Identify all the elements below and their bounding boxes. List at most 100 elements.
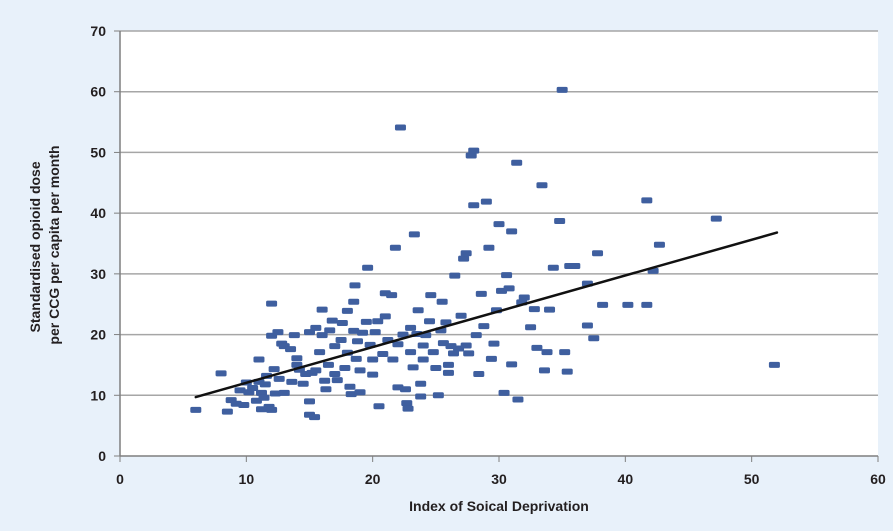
data-point-148 [531, 344, 543, 351]
data-point-97 [412, 307, 424, 314]
data-point-121 [460, 342, 472, 349]
data-point-25 [273, 375, 285, 382]
data-point-104 [425, 292, 437, 299]
data-point-139 [503, 285, 515, 292]
data-point-79 [379, 313, 391, 320]
data-point-2 [221, 408, 233, 415]
data-point-38 [304, 398, 315, 405]
data-point-115 [448, 350, 460, 357]
data-point-142 [511, 159, 523, 166]
data-point-57 [339, 364, 351, 371]
trendline-group [194, 231, 779, 399]
data-point-167 [641, 301, 653, 308]
data-point-47 [319, 377, 331, 384]
data-point-109 [436, 298, 448, 305]
data-point-86 [392, 341, 404, 348]
data-point-131 [483, 244, 495, 251]
data-point-143 [512, 396, 524, 403]
data-point-73 [367, 371, 379, 378]
data-point-103 [424, 318, 436, 325]
data-point-58 [341, 307, 353, 314]
data-point-66 [352, 338, 364, 345]
tick-labels: 0 10 20 30 40 50 60 70 0 10 20 30 40 50 60 [90, 23, 886, 487]
y-tick-label-50: 50 [90, 144, 106, 160]
data-point-65 [350, 355, 362, 362]
data-point-5 [234, 387, 246, 394]
data-point-24 [272, 329, 284, 336]
y-tick-label-20: 20 [90, 327, 106, 343]
data-point-74 [367, 356, 379, 363]
data-point-28 [278, 389, 290, 396]
data-point-23 [269, 390, 281, 397]
data-point-52 [329, 343, 341, 350]
data-point-46 [316, 332, 328, 339]
data-point-55 [335, 337, 347, 344]
data-point-166 [641, 197, 653, 204]
data-point-147 [528, 306, 540, 313]
data-point-21 [266, 300, 278, 307]
data-point-169 [653, 241, 665, 248]
data-point-101 [417, 342, 429, 349]
x-tick-label-50: 50 [744, 471, 760, 487]
data-point-69 [357, 329, 369, 336]
data-point-9 [247, 385, 259, 391]
y-tick-label-30: 30 [90, 266, 106, 282]
data-point-118 [455, 312, 467, 319]
x-axis-title: Index of Soical Deprivation [409, 498, 589, 514]
y-axis-title: Standardised opioid dose per CCG per cap… [27, 145, 62, 344]
y-axis-title-line-1: Standardised opioid dose [27, 161, 43, 332]
data-point-87 [394, 124, 406, 131]
data-point-137 [498, 389, 510, 396]
data-point-164 [597, 301, 609, 308]
x-tick-label-0: 0 [116, 471, 124, 487]
axes [114, 30, 879, 462]
data-point-132 [485, 355, 497, 362]
data-point-50 [324, 327, 336, 334]
data-point-44 [314, 349, 326, 356]
data-point-95 [408, 231, 420, 238]
data-point-49 [322, 361, 334, 368]
data-point-120 [460, 250, 472, 257]
data-point-170 [710, 215, 722, 222]
data-point-43 [310, 324, 322, 331]
y-tick-label-40: 40 [90, 205, 106, 221]
data-point-106 [430, 364, 442, 371]
data-point-130 [480, 198, 492, 205]
data-point-45 [316, 306, 328, 313]
data-point-48 [320, 386, 332, 393]
data-point-54 [331, 377, 343, 384]
gridlines [120, 30, 878, 397]
data-point-122 [463, 350, 475, 357]
data-point-6 [238, 402, 250, 408]
data-point-99 [415, 380, 427, 387]
data-point-31 [288, 332, 300, 339]
data-point-71 [362, 264, 374, 271]
data-point-157 [561, 368, 573, 375]
data-point-61 [345, 391, 357, 398]
data-point-62 [348, 327, 360, 334]
data-point-94 [407, 364, 419, 371]
data-point-171 [768, 361, 780, 368]
data-point-140 [506, 361, 518, 368]
data-point-1 [215, 370, 227, 377]
y-axis-title-line-2: per CCG per capita per month [46, 145, 62, 344]
data-point-141 [506, 228, 518, 235]
data-point-84 [389, 244, 401, 251]
data-point-22 [268, 366, 280, 373]
data-point-60 [344, 383, 356, 390]
data-point-64 [349, 282, 361, 289]
data-point-165 [622, 301, 634, 308]
data-point-152 [544, 306, 556, 313]
data-point-112 [442, 361, 454, 368]
data-point-163 [592, 250, 604, 257]
trendline [194, 231, 779, 399]
data-point-42 [310, 367, 322, 374]
data-point-88 [397, 331, 409, 338]
data-point-146 [525, 324, 537, 331]
data-point-90 [401, 400, 413, 407]
data-point-70 [360, 318, 372, 325]
data-point-68 [354, 367, 366, 374]
x-tick-label-20: 20 [365, 471, 381, 487]
data-point-127 [473, 371, 485, 378]
